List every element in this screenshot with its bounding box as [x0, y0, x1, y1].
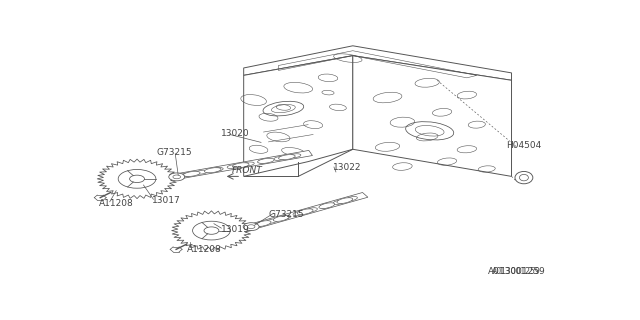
Polygon shape [97, 159, 177, 199]
Polygon shape [172, 211, 252, 250]
Text: A013001259: A013001259 [488, 267, 545, 276]
Ellipse shape [266, 219, 277, 223]
Ellipse shape [280, 215, 291, 220]
Ellipse shape [298, 209, 313, 215]
Ellipse shape [196, 170, 207, 174]
Text: 13017: 13017 [152, 196, 180, 205]
Circle shape [169, 173, 185, 181]
Ellipse shape [515, 172, 533, 184]
Ellipse shape [257, 158, 274, 164]
Polygon shape [243, 193, 368, 231]
Ellipse shape [293, 212, 304, 216]
Ellipse shape [227, 165, 239, 169]
Ellipse shape [274, 156, 285, 160]
Text: A11208: A11208 [99, 199, 134, 208]
Ellipse shape [307, 208, 317, 212]
Ellipse shape [320, 204, 331, 208]
Ellipse shape [232, 163, 249, 168]
Circle shape [247, 225, 255, 228]
Ellipse shape [278, 155, 295, 160]
Ellipse shape [333, 200, 344, 204]
Ellipse shape [520, 174, 529, 181]
Ellipse shape [180, 173, 192, 177]
Text: A013001259: A013001259 [492, 267, 541, 276]
Text: FRONT: FRONT [231, 166, 262, 175]
Ellipse shape [346, 196, 357, 201]
Circle shape [243, 223, 259, 231]
Ellipse shape [289, 154, 301, 158]
Text: 13022: 13022 [333, 163, 362, 172]
Polygon shape [169, 150, 312, 180]
Circle shape [193, 221, 230, 240]
Ellipse shape [212, 167, 223, 171]
Text: G73215: G73215 [157, 148, 193, 157]
Circle shape [129, 175, 145, 182]
Ellipse shape [337, 198, 353, 204]
Ellipse shape [255, 221, 271, 227]
Circle shape [204, 227, 219, 234]
Text: G73215: G73215 [269, 210, 304, 219]
Ellipse shape [184, 172, 200, 176]
Ellipse shape [253, 223, 264, 227]
Ellipse shape [319, 203, 335, 209]
Ellipse shape [204, 168, 221, 173]
Ellipse shape [243, 162, 254, 166]
Text: 13020: 13020 [221, 129, 250, 138]
Text: H04504: H04504 [507, 141, 542, 150]
Text: 13019: 13019 [221, 225, 250, 234]
Ellipse shape [258, 159, 270, 163]
Text: A11208: A11208 [187, 244, 221, 253]
Ellipse shape [273, 216, 289, 221]
Polygon shape [353, 56, 511, 176]
Polygon shape [244, 56, 353, 176]
Polygon shape [244, 46, 511, 80]
Circle shape [118, 170, 156, 188]
Circle shape [173, 175, 180, 179]
